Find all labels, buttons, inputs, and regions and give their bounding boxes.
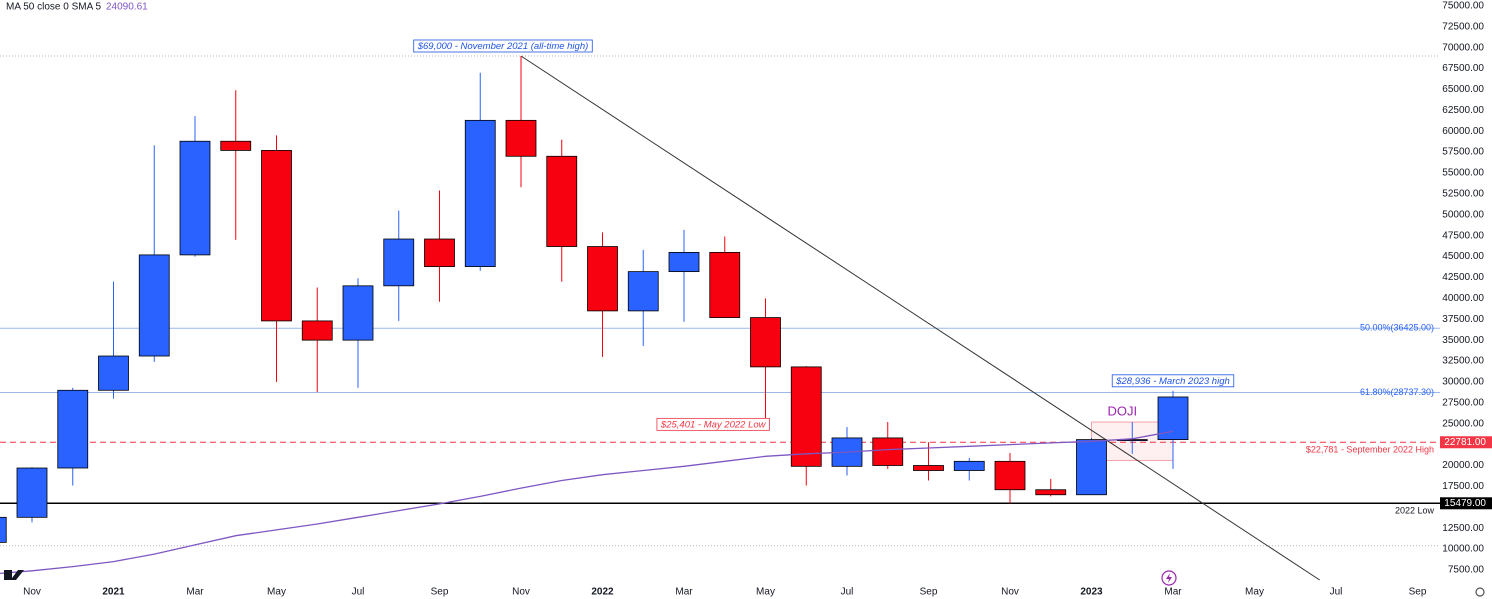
y-tick-label: 65000.00 (1442, 84, 1484, 95)
candle-body (587, 246, 618, 312)
event-icon[interactable] (1161, 570, 1177, 586)
candle-body (709, 251, 741, 318)
level-label: $22,781 - September 2022 High (1306, 445, 1434, 455)
y-tick-label: 17500.00 (1442, 481, 1484, 492)
candle-body (16, 467, 48, 518)
level-label: 61.80%(28737.30) (1360, 387, 1434, 397)
candle-body (790, 366, 822, 467)
candle-body (872, 437, 904, 466)
y-tick-label: 25000.00 (1442, 418, 1484, 429)
candle-body (98, 355, 129, 391)
y-tick-label: 7500.00 (1448, 565, 1485, 576)
x-tick-label: May (267, 587, 286, 598)
y-tick-label: 10000.00 (1442, 544, 1484, 555)
candle-body (627, 271, 659, 312)
annotation: $28,936 - March 2023 high (1115, 376, 1230, 387)
annotation-box (413, 39, 593, 53)
legend-value: 24090.61 (106, 2, 148, 13)
x-tick-label: Jul (352, 587, 365, 598)
candle-body (383, 238, 415, 287)
x-tick-label: May (756, 587, 775, 598)
candle-body (913, 465, 944, 471)
y-tick-label: 32500.00 (1442, 356, 1484, 367)
y-tick-label: 27500.00 (1442, 397, 1484, 408)
candle-body (0, 516, 7, 543)
y-tick-label: 67500.00 (1442, 63, 1484, 74)
level-label: 50.00%(36425.00) (1360, 323, 1434, 333)
x-tick-label: Sep (1409, 587, 1427, 598)
x-tick-label: Mar (675, 587, 693, 598)
candle-body (750, 317, 781, 368)
candle-body (220, 140, 252, 151)
candle-body (57, 389, 89, 469)
trendline (520, 55, 1320, 581)
x-tick-label: Jul (841, 587, 854, 598)
x-tick-label: 2022 (591, 587, 614, 598)
y-tick-label: 52500.00 (1442, 189, 1484, 200)
x-tick-label: Mar (1164, 587, 1182, 598)
candle-body (505, 119, 537, 157)
y-tick-label: 70000.00 (1442, 42, 1484, 53)
moving-average (0, 430, 1174, 575)
candle-body (668, 251, 700, 273)
candle-body (342, 285, 374, 341)
price-tag (1440, 497, 1492, 510)
y-tick-label: 55000.00 (1442, 168, 1484, 179)
y-tick-label: 30000.00 (1442, 377, 1484, 388)
level-label: 2022 Low (1395, 506, 1435, 516)
x-tick-label: Sep (431, 587, 449, 598)
price-tag-label: 15479.00 (1444, 498, 1486, 509)
legend-label: MA 50 close 0 SMA 5 (6, 2, 101, 13)
y-tick-label: 62500.00 (1442, 105, 1484, 116)
y-tick-label: 57500.00 (1442, 147, 1484, 158)
annotation: $69,000 - November 2021 (all-time high) (417, 41, 589, 52)
y-tick-label: 42500.00 (1442, 272, 1484, 283)
y-tick-label: 35000.00 (1442, 335, 1484, 346)
candle-body (179, 140, 211, 256)
x-tick-label: May (1245, 587, 1264, 598)
price-tag-label: 22781.00 (1444, 437, 1486, 448)
candle-body (994, 460, 1026, 491)
candle-body (261, 150, 292, 322)
x-tick-label: Nov (512, 587, 530, 598)
x-tick-label: Nov (23, 587, 41, 598)
candle-body (464, 119, 496, 267)
candle-body (546, 155, 578, 247)
candle-body (1035, 489, 1067, 496)
candle-body (301, 320, 333, 341)
y-tick-label: 47500.00 (1442, 230, 1484, 241)
x-tick-label: Mar (186, 587, 204, 598)
y-tick-label: 72500.00 (1442, 21, 1484, 32)
candle-body (424, 238, 455, 267)
y-tick-label: 20000.00 (1442, 460, 1484, 471)
settings-icon[interactable] (1475, 587, 1485, 597)
y-tick-label: 60000.00 (1442, 126, 1484, 137)
price-tag (1440, 436, 1492, 449)
y-tick-label: 75000.00 (1442, 0, 1484, 11)
candle-body (953, 460, 985, 471)
y-tick-label: 40000.00 (1442, 293, 1484, 304)
candle-body (1157, 396, 1189, 440)
x-tick-label: 2023 (1080, 587, 1103, 598)
candle-body (1076, 439, 1107, 496)
doji-label: DOJI (1108, 403, 1138, 418)
event-icon-bolt (1166, 573, 1172, 583)
x-tick-label: Nov (1001, 587, 1019, 598)
annotation-box (1111, 374, 1235, 388)
y-tick-label: 45000.00 (1442, 251, 1484, 262)
x-tick-label: 2021 (102, 587, 125, 598)
y-tick-label: 50000.00 (1442, 209, 1484, 220)
x-tick-label: Jul (1330, 587, 1343, 598)
y-tick-label: 37500.00 (1442, 314, 1484, 325)
x-tick-label: Sep (920, 587, 938, 598)
logo (4, 570, 24, 580)
y-tick-label: 12500.00 (1442, 523, 1484, 534)
annotation-box (656, 417, 770, 431)
annotation: $25,401 - May 2022 Low (660, 419, 767, 430)
candle-body (138, 254, 170, 357)
